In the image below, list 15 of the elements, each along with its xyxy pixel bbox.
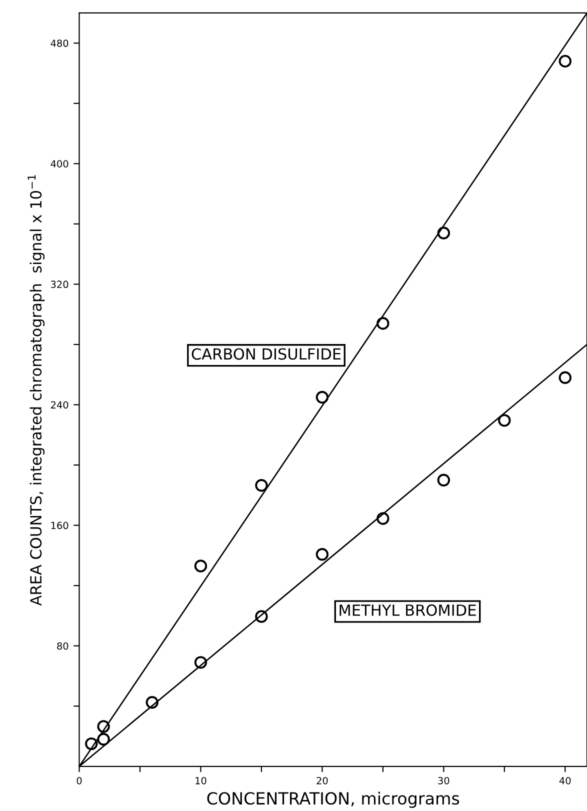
y-tick-label: 320 — [51, 280, 68, 288]
y-tick-label: 400 — [50, 160, 68, 168]
y-tick-label: 240 — [50, 401, 68, 409]
y-tick-label: 160 — [51, 522, 68, 530]
x-tick-label: 10 — [196, 776, 206, 784]
x-tick-label: 40 — [559, 776, 571, 784]
x-tick-label: 0 — [76, 776, 82, 784]
text: METHYL BROMIDE — [340, 604, 476, 616]
x-tick-label: 30 — [438, 776, 450, 784]
x-axis-title: CONCENTRATION, micrograms — [207, 792, 460, 808]
text: CARBON DISULFIDE — [192, 348, 341, 360]
y-axis-title: AREA COUNTS, integrated chromatograph signal x 10$^{−1}$ — [28, 175, 45, 606]
y-tick-label: 80 — [57, 642, 68, 650]
y-tick-label: 480 — [50, 40, 68, 47]
x-tick-label: 20 — [316, 776, 328, 784]
